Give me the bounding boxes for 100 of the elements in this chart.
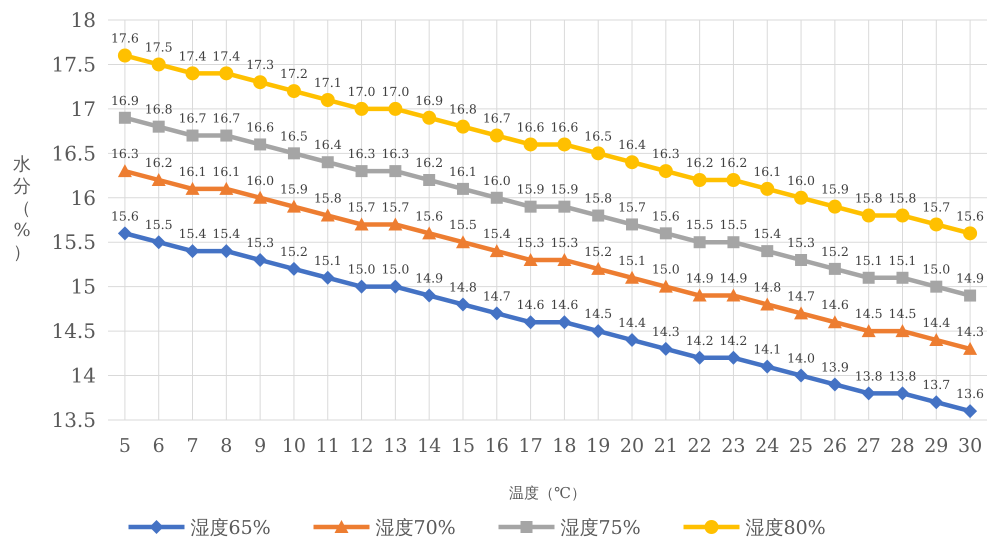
data-label: 13.6: [956, 386, 984, 402]
point: [658, 342, 673, 356]
y-tick-label: 16: [70, 186, 96, 210]
data-label: 15.6: [652, 208, 680, 224]
data-label: 15.5: [686, 217, 714, 232]
point: [152, 173, 166, 186]
data-label: 14.7: [787, 288, 816, 304]
x-tick-label: 11: [316, 435, 340, 457]
data-label: 15.4: [482, 226, 511, 242]
y-tick-label: 18: [70, 8, 96, 32]
point: [152, 57, 166, 72]
point: [389, 165, 402, 178]
data-label: 15.1: [314, 252, 342, 268]
point: [456, 182, 469, 195]
data-label: 16.2: [144, 155, 173, 170]
data-label: 14.1: [753, 342, 782, 357]
data-label: 15.3: [550, 235, 578, 250]
point: [320, 208, 335, 222]
data-label: 17.0: [381, 84, 410, 99]
point: [254, 138, 266, 150]
y-tick-label: 15: [70, 274, 96, 299]
data-label: 16.3: [110, 146, 139, 162]
data-label: 15.0: [381, 262, 410, 277]
point: [118, 226, 132, 240]
data-label: 16.5: [584, 128, 612, 144]
legend-label: 湿度75%: [560, 517, 641, 539]
data-label: 16.7: [178, 110, 206, 126]
y-tick-label: 15.5: [51, 230, 96, 254]
data-label: 17.3: [246, 57, 274, 72]
point: [761, 245, 774, 258]
data-label: 15.8: [888, 190, 916, 206]
x-tick-label: 18: [552, 435, 576, 457]
legend-label: 湿度70%: [376, 517, 456, 539]
data-label: 16.9: [110, 92, 139, 108]
y-tick-label: 14: [70, 364, 96, 388]
data-label: 16.3: [381, 146, 410, 162]
data-label: 16.6: [516, 119, 545, 134]
point: [456, 235, 470, 248]
data-label: 14.0: [787, 350, 816, 366]
point: [862, 208, 876, 223]
data-label: 17.5: [144, 39, 173, 54]
point: [726, 288, 740, 302]
data-label: 16.7: [482, 110, 511, 126]
point: [828, 315, 842, 328]
data-label: 14.7: [482, 288, 511, 304]
point: [558, 200, 570, 213]
point: [660, 227, 672, 240]
point: [219, 244, 234, 258]
y-tick-label: 13.5: [51, 408, 96, 432]
x-tick-label: 24: [755, 435, 780, 457]
data-label: 16.6: [246, 119, 274, 134]
point: [795, 254, 808, 266]
point: [118, 48, 132, 63]
point: [626, 218, 638, 230]
data-label: 15.3: [516, 235, 545, 250]
data-label: 16.2: [720, 155, 748, 170]
point: [422, 110, 436, 125]
point: [220, 130, 232, 142]
point: [456, 297, 470, 312]
x-tick-label: 6: [152, 435, 165, 457]
point: [895, 208, 910, 223]
data-label: 14.4: [618, 315, 646, 330]
data-label: 15.4: [212, 226, 240, 242]
data-label: 16.0: [246, 172, 274, 188]
point: [592, 210, 604, 222]
data-label: 16.8: [144, 102, 173, 117]
point: [286, 262, 301, 276]
data-label: 14.2: [686, 332, 714, 348]
data-label: 16.9: [415, 92, 444, 108]
data-label: 15.9: [550, 182, 578, 197]
point: [490, 306, 504, 320]
point: [963, 342, 978, 355]
point: [591, 146, 606, 160]
point: [727, 236, 740, 248]
x-tick-label: 29: [924, 435, 948, 457]
x-tick-label: 9: [254, 435, 266, 457]
point: [354, 102, 369, 116]
point: [794, 306, 808, 320]
x-tick-label: 25: [788, 435, 814, 457]
point: [929, 395, 944, 410]
point: [963, 226, 978, 240]
data-label: 15.2: [584, 244, 612, 259]
y-tick-label: 17: [70, 96, 96, 121]
point: [356, 165, 368, 178]
data-label: 17.2: [280, 66, 308, 82]
data-label: 15.0: [652, 262, 680, 277]
point: [524, 253, 538, 266]
data-label: 16.3: [652, 146, 680, 162]
data-label: 15.2: [280, 244, 308, 259]
data-label: 15.6: [956, 208, 984, 224]
data-label: 15.4: [178, 226, 206, 242]
data-label: 14.6: [550, 297, 578, 312]
x-tick-label: 7: [186, 435, 199, 457]
point: [929, 333, 944, 346]
data-label: 15.7: [618, 199, 646, 214]
x-tick-label: 8: [220, 435, 232, 457]
point: [354, 217, 369, 230]
point: [694, 236, 706, 248]
point: [591, 324, 606, 338]
data-label: 15.5: [720, 217, 748, 232]
